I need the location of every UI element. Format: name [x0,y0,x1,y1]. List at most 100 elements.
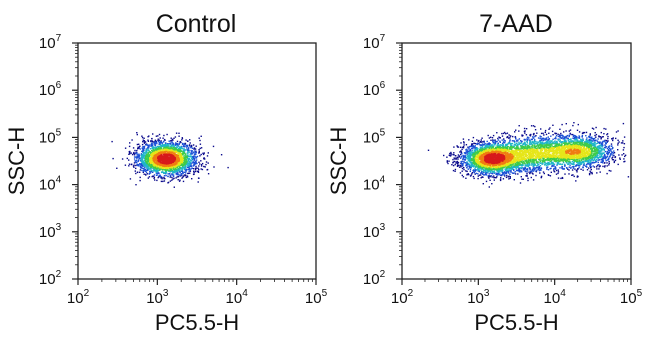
data-point [529,143,531,146]
data-point [556,159,559,161]
data-point [580,138,582,141]
data-point [162,137,164,139]
data-point [591,161,593,164]
data-point [147,157,150,159]
data-point [172,159,174,162]
data-point [181,166,184,168]
data-point [192,151,195,153]
data-point [502,167,505,169]
data-point [174,170,177,172]
data-point [568,141,571,143]
data-point [566,138,568,140]
data-point [596,140,599,142]
data-point [179,175,181,177]
data-point [171,173,173,176]
data-point [513,145,516,147]
data-point [523,142,525,144]
data-point [121,158,124,160]
data-point [470,151,472,153]
data-point [165,172,168,174]
data-point [206,155,209,157]
data-point [145,144,147,146]
data-point [568,169,570,171]
data-point [602,160,604,162]
data-point [460,153,462,156]
data-point [518,143,520,145]
data-point [590,137,592,139]
data-point [488,143,491,145]
data-point [203,165,205,168]
data-point [594,134,596,137]
data-point [181,137,184,140]
data-point [132,165,135,167]
data-point [617,142,619,144]
data-point [627,176,630,178]
data-point [462,163,464,165]
data-point [466,158,468,160]
data-point [178,152,180,155]
data-point [157,148,159,151]
data-point [587,161,589,163]
data-point [169,147,171,149]
data-point [161,143,163,145]
data-point [153,154,155,156]
data-point [585,165,588,168]
data-point [136,152,138,154]
data-point [483,141,485,143]
data-point [507,146,509,148]
data-point [571,141,573,143]
data-point [191,162,193,164]
data-point [457,156,459,158]
data-point [191,147,194,149]
data-point [612,137,614,139]
data-point [468,152,471,154]
y-tick-label: 102 [39,269,62,288]
data-point [478,143,480,145]
data-point [463,159,466,161]
data-point [180,173,183,175]
data-point [505,171,508,174]
chart-title: Control [156,10,237,38]
data-point [183,144,186,146]
data-point [136,149,138,152]
data-point [527,179,529,182]
data-point [546,168,548,170]
data-point [474,170,477,172]
data-point [152,151,154,153]
data-point [472,145,474,148]
data-point [535,135,537,137]
data-point [171,176,173,179]
data-point [128,145,131,148]
data-point [144,157,146,159]
data-point [540,143,543,145]
data-point [183,166,186,169]
data-point [178,166,181,169]
data-point [140,153,143,155]
data-point [502,144,505,146]
data-point [139,158,141,160]
data-point [530,143,532,145]
data-point [501,139,503,141]
data-point [195,151,198,154]
data-point [187,149,189,152]
data-point [190,147,192,149]
data-point [187,172,189,175]
data-point [517,143,519,145]
data-point [586,137,588,139]
data-point [176,150,179,152]
data-point [604,144,606,146]
data-point [163,177,165,180]
data-point [519,167,521,169]
data-point [449,153,452,155]
data-point [158,143,160,145]
data-point [594,161,597,163]
data-point [481,172,483,174]
data-point [518,170,521,173]
data-point [141,150,143,153]
data-point [149,148,152,150]
data-point [604,147,607,149]
data-point [152,155,154,157]
data-point [624,160,626,163]
data-point [468,173,470,176]
